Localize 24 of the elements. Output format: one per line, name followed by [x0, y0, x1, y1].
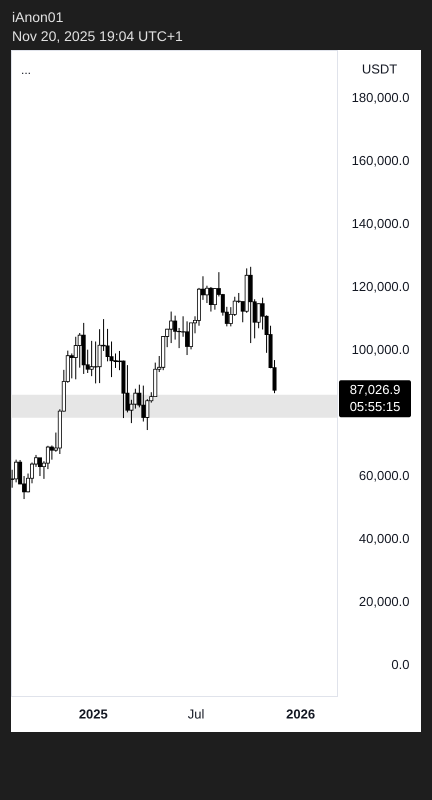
y-tick-label: 60,000.0: [358, 468, 410, 483]
y-tick-label: 120,000.0: [352, 278, 410, 294]
chart-subtitle: Nov 20, 2025 19:04 UTC+1: [12, 27, 184, 46]
text: 05:55:15: [350, 399, 400, 414]
y-tick-label: 140,000.0: [352, 216, 410, 231]
y-tick-label: 20,000.0: [358, 594, 410, 609]
candlestick: [208, 286, 213, 312]
candlestick: [141, 385, 146, 422]
chart-title: iAnon01: [12, 8, 64, 27]
annotation: ...: [21, 63, 32, 77]
y-tick-label: 100,000.0: [352, 342, 410, 357]
x-tick-label: Jul: [188, 706, 204, 722]
y-tick-label: 0.0: [391, 656, 410, 672]
y-tick-label: 40,000.0: [358, 530, 410, 546]
y-tick-label: 160,000.0: [352, 152, 410, 168]
x-tick-label: 2025: [78, 706, 108, 722]
x-tick-label: 2026: [286, 706, 316, 722]
y-axis-title: USDT: [362, 62, 398, 76]
candlestick: [74, 336, 78, 380]
candlestick: [38, 457, 42, 477]
y-tick-label: 180,000.0: [352, 90, 410, 105]
candlestick: [185, 320, 190, 356]
candlestick: [169, 311, 174, 344]
text: 87,026.9: [350, 382, 400, 398]
